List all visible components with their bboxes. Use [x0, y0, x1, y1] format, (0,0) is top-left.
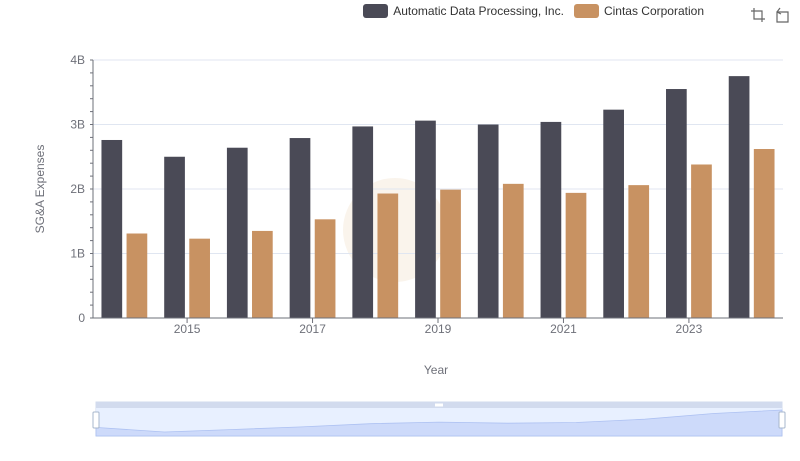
bar-adp-2014: [101, 139, 123, 318]
y-axis-title: SG&A Expenses: [33, 145, 47, 234]
datazoom-preview: [95, 409, 783, 437]
bar-adp-2018: [352, 126, 374, 318]
zoom-icon[interactable]: [750, 7, 766, 23]
datazoom-handle-start[interactable]: [92, 411, 100, 429]
bar-cintas-2015: [189, 238, 210, 318]
legend-item-cintas[interactable]: Cintas Corporation: [573, 4, 704, 18]
legend-swatch-adp: [363, 4, 389, 18]
chart-toolbox: [750, 7, 790, 23]
restore-icon[interactable]: [774, 7, 790, 23]
y-tick-label: 1B: [70, 247, 85, 261]
bar-cintas-2014: [126, 233, 148, 318]
bar-cintas-2019: [440, 189, 461, 318]
bar-adp-2016: [226, 147, 248, 318]
bar-adp-2020: [477, 124, 499, 318]
bar-adp-2021: [540, 121, 562, 318]
bar-adp-2019: [415, 120, 436, 318]
x-tick-label: 2015: [174, 322, 201, 336]
datazoom-grip-icon: [435, 403, 443, 407]
bar-cintas-2016: [252, 230, 273, 318]
x-axis-title: Year: [424, 363, 448, 377]
bar-adp-2022: [603, 109, 624, 318]
legend-label-adp: Automatic Data Processing, Inc.: [393, 4, 564, 18]
bar-adp-2015: [164, 156, 185, 318]
bar-cintas-2023: [691, 164, 712, 318]
x-tick-label: 2019: [425, 322, 452, 336]
bar-adp-2017: [289, 138, 311, 318]
y-tick-label: 0: [78, 311, 85, 325]
legend-item-adp[interactable]: Automatic Data Processing, Inc.: [363, 4, 564, 18]
y-tick-label: 3B: [70, 118, 85, 132]
x-tick-label: 2017: [299, 322, 326, 336]
bar-cintas-2018: [377, 193, 399, 318]
x-tick-label: 2021: [550, 322, 577, 336]
bar-adp-2024: [728, 76, 750, 318]
y-tick-label: 4B: [70, 53, 85, 67]
x-tick-label: 2023: [676, 322, 703, 336]
chart-legend: Automatic Data Processing, Inc. Cintas C…: [363, 4, 704, 18]
legend-swatch-cintas: [573, 4, 599, 18]
bar-cintas-2017: [314, 219, 336, 318]
bar-cintas-2024: [753, 149, 775, 318]
bar-cintas-2021: [565, 192, 587, 318]
bar-cintas-2022: [628, 185, 650, 318]
bar-cintas-2020: [502, 183, 524, 318]
bar-adp-2023: [666, 89, 687, 319]
y-tick-label: 2B: [70, 182, 85, 196]
legend-label-cintas: Cintas Corporation: [603, 4, 704, 18]
datazoom-handle-end[interactable]: [778, 411, 786, 429]
